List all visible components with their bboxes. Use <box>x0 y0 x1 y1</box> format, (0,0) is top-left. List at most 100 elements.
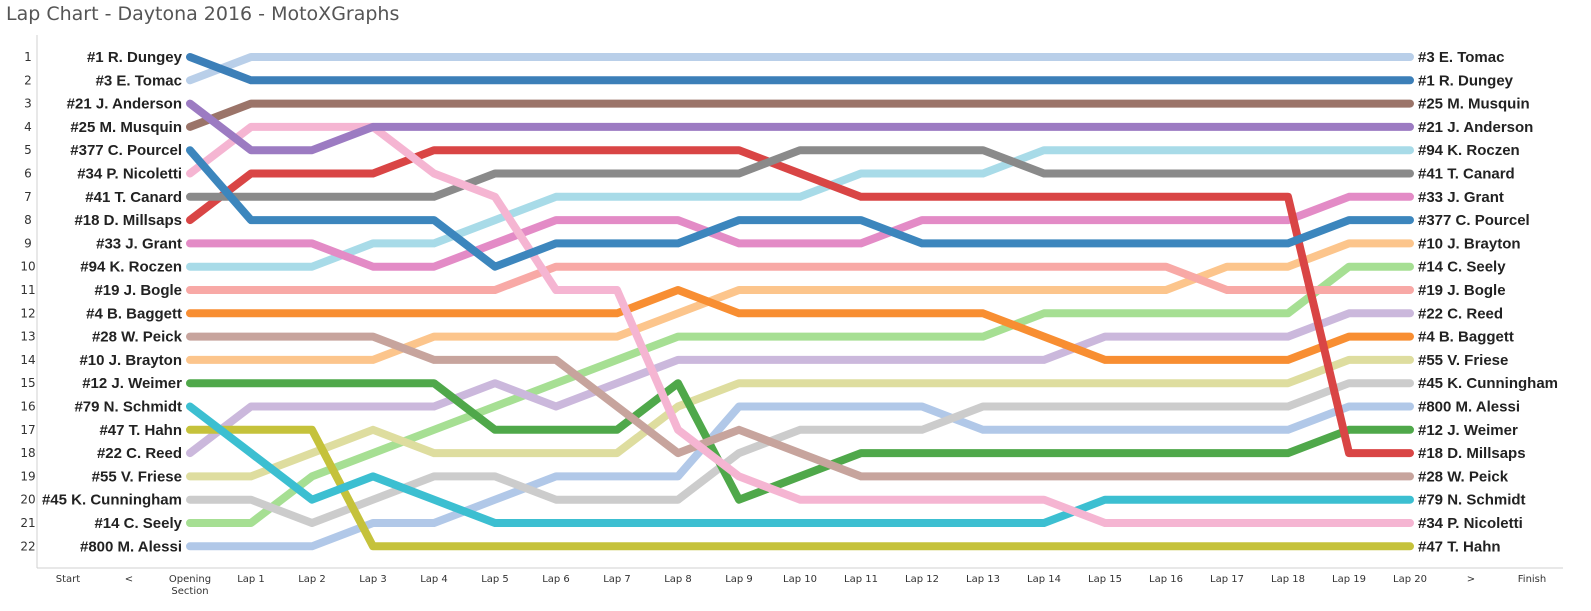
start-rider-label: #34 P. Nicoletti <box>77 166 182 183</box>
x-tick-label: Lap 19 <box>1332 574 1366 585</box>
start-rider-label: #21 J. Anderson <box>67 96 182 113</box>
rank-tick-label: 15 <box>20 376 35 390</box>
series-line <box>186 99 1414 131</box>
start-rider-label: #18 D. Millsaps <box>74 212 182 229</box>
x-tick-label: Lap 17 <box>1210 574 1244 585</box>
finish-rider-label: #3 E. Tomac <box>1418 49 1504 66</box>
rank-tick-label: 19 <box>20 469 35 483</box>
x-tick-label: Lap 15 <box>1088 574 1122 585</box>
start-rider-label: #79 N. Schmidt <box>74 399 182 416</box>
x-tick-label: Lap 14 <box>1027 574 1061 585</box>
finish-rider-label: #14 C. Seely <box>1418 259 1506 276</box>
x-tick-label: Opening Section <box>169 574 211 597</box>
finish-rider-label: #1 R. Dungey <box>1418 72 1514 89</box>
rank-tick-label: 20 <box>20 493 35 507</box>
finish-rider-label: #4 B. Baggett <box>1418 329 1514 346</box>
x-tick-label: Lap 12 <box>905 574 939 585</box>
series-line <box>186 146 1414 458</box>
series-line <box>186 425 1414 551</box>
series-line <box>186 379 1414 527</box>
x-tick-label: Lap 13 <box>966 574 1000 585</box>
rank-tick-label: 7 <box>24 190 32 204</box>
start-rider-label: #45 K. Cunningham <box>42 492 182 509</box>
plot-border <box>36 35 1563 569</box>
series-line <box>186 332 1414 481</box>
start-rider-label: #3 E. Tomac <box>96 72 182 89</box>
finish-rider-label: #41 T. Canard <box>1418 166 1515 183</box>
rank-tick-label: 11 <box>20 283 35 297</box>
series-line <box>186 146 1414 201</box>
rank-tick-label: 12 <box>20 306 35 320</box>
start-rider-label: #14 C. Seely <box>94 515 182 532</box>
start-rider-label: #55 V. Friese <box>92 468 182 485</box>
x-tick-label: Lap 2 <box>298 574 326 585</box>
rank-tick-label: 1 <box>24 50 32 64</box>
start-rider-label: #377 C. Pourcel <box>70 142 182 159</box>
x-tick-label: Lap 9 <box>725 574 753 585</box>
rank-tick-label: 5 <box>24 143 32 157</box>
start-rider-label: #28 W. Peick <box>92 329 183 346</box>
rank-tick-label: 4 <box>24 120 32 134</box>
series-line <box>186 379 1414 504</box>
series-line <box>186 146 1414 271</box>
finish-rider-label: #33 J. Grant <box>1418 189 1504 206</box>
rank-tick-label: 22 <box>20 539 35 553</box>
rank-tick-label: 2 <box>24 73 32 87</box>
series-line <box>186 262 1414 294</box>
rank-tick-label: 17 <box>20 423 35 437</box>
start-rider-label: #33 J. Grant <box>96 235 182 252</box>
rank-tick-label: 21 <box>20 516 35 530</box>
x-tick-label: Lap 16 <box>1149 574 1183 585</box>
chart-title: Lap Chart - Daytona 2016 - MotoXGraphs <box>6 3 400 25</box>
x-tick-label: Finish <box>1518 574 1546 585</box>
series-line <box>186 309 1414 458</box>
x-tick-label: Lap 10 <box>783 574 817 585</box>
rank-tick-label: 9 <box>24 236 32 250</box>
series-line <box>186 99 1414 155</box>
finish-rider-label: #21 J. Anderson <box>1418 119 1533 136</box>
x-tick-label: Lap 8 <box>664 574 692 585</box>
x-tick-label: Lap 6 <box>542 574 570 585</box>
x-tick-label: Start <box>56 574 81 585</box>
series-line <box>186 53 1414 85</box>
x-tick-label: Lap 4 <box>420 574 448 585</box>
finish-rider-label: #79 N. Schmidt <box>1418 492 1526 509</box>
series-lines <box>186 53 1414 551</box>
x-tick-label: Lap 20 <box>1393 574 1427 585</box>
finish-rider-label: #34 P. Nicoletti <box>1418 515 1523 532</box>
series-line <box>186 192 1414 271</box>
series-line <box>186 239 1414 364</box>
series-line <box>186 122 1414 527</box>
finish-rider-label: #94 K. Roczen <box>1418 142 1520 159</box>
series-line <box>186 402 1414 527</box>
start-rider-label: #12 J. Weimer <box>82 375 182 392</box>
x-tick-label: Lap 3 <box>359 574 387 585</box>
x-tick-label: Lap 11 <box>844 574 878 585</box>
finish-rider-label: #12 J. Weimer <box>1418 422 1518 439</box>
series-line <box>186 53 1414 85</box>
x-tick-label: Lap 5 <box>481 574 509 585</box>
finish-rider-label: #45 K. Cunningham <box>1418 375 1558 392</box>
x-tick-label: > <box>1467 574 1475 585</box>
x-tick-label: Lap 1 <box>237 574 265 585</box>
x-axis: Start < Opening Section Lap 1 Lap 2 Lap 3 Lap 4… <box>56 574 1546 597</box>
rank-tick-label: 8 <box>24 213 32 227</box>
finish-rider-label: #22 C. Reed <box>1418 305 1503 322</box>
rank-tick-label: 14 <box>20 353 35 367</box>
rank-tick-label: 10 <box>20 260 35 274</box>
finish-rider-label: #25 M. Musquin <box>1418 96 1530 113</box>
finish-rider-label: #18 D. Millsaps <box>1418 445 1526 462</box>
start-rider-label: #94 K. Roczen <box>80 259 182 276</box>
rank-tick-label: 18 <box>20 446 35 460</box>
start-labels: #1 R. Dungey #3 E. Tomac #21 J. Anderson #2… <box>42 49 183 555</box>
series-line <box>186 146 1414 271</box>
finish-rider-label: #10 J. Brayton <box>1418 235 1521 252</box>
finish-rider-label: #377 C. Pourcel <box>1418 212 1530 229</box>
finish-rider-label: #19 J. Bogle <box>1418 282 1506 299</box>
rank-tick-label: 6 <box>24 167 32 181</box>
start-rider-label: #1 R. Dungey <box>87 49 183 66</box>
start-rider-label: #41 T. Canard <box>85 189 182 206</box>
start-rider-label: #19 J. Bogle <box>94 282 182 299</box>
